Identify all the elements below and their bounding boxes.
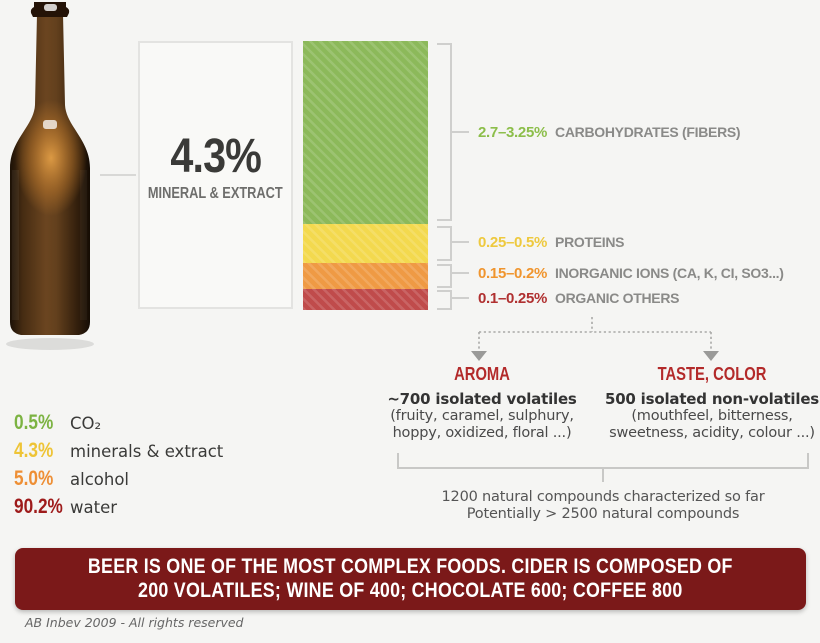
taste-examples-line2: sweetness, acidity, colour ...) xyxy=(609,425,815,441)
bar-label-inorganic-ions: 0.15–0.2% INORGANIC IONS (CA, K, CI, SO3.… xyxy=(478,264,784,282)
mineral-extract-label: MINERAL & EXTRACT xyxy=(148,185,283,202)
bracket-inorganic-ions xyxy=(437,264,469,288)
minerals-percentage: 4.3% xyxy=(14,439,54,462)
beer-bottle-image xyxy=(6,2,94,350)
dotted-flow-lines xyxy=(478,317,712,350)
bar-segment-inorganic-ions xyxy=(303,263,428,289)
bracket-proteins xyxy=(437,226,469,261)
mineral-extract-box: 4.3% MINERAL & EXTRACT xyxy=(138,41,293,309)
summary-brace xyxy=(397,453,809,482)
bar-segment-organic-others xyxy=(303,289,428,310)
legend-item-co2: 0.5% CO₂ xyxy=(14,409,223,437)
aroma-title: AROMA xyxy=(454,364,510,384)
bottle-shadow xyxy=(6,338,94,350)
co2-label: CO₂ xyxy=(70,413,102,433)
bar-segment-proteins xyxy=(303,224,428,263)
legend-item-alcohol: 5.0% alcohol xyxy=(14,465,223,493)
arrow-down-taste-icon xyxy=(703,351,719,361)
bracket-organic-others xyxy=(437,290,469,310)
carbohydrates-range: 2.7–3.25% xyxy=(478,124,548,141)
taste-color-headline: 500 isolated non-volatiles xyxy=(604,390,820,408)
compounds-summary: 1200 natural compounds characterized so … xyxy=(398,489,808,523)
inorganic-ions-name: INORGANIC IONS (CA, K, CI, SO3...) xyxy=(555,265,784,281)
legend-item-water: 90.2% water xyxy=(14,493,223,521)
co2-percentage: 0.5% xyxy=(14,411,54,434)
compounds-summary-line1: 1200 natural compounds characterized so … xyxy=(441,489,765,505)
water-label: water xyxy=(70,497,118,517)
carbohydrates-name: CARBOHYDRATES (FIBERS) xyxy=(555,124,741,140)
copyright-footer: AB Inbev 2009 - All rights reserved xyxy=(25,615,244,630)
inorganic-ions-range: 0.15–0.2% xyxy=(478,265,548,282)
aroma-headline: ~700 isolated volatiles xyxy=(387,390,577,408)
bar-label-proteins: 0.25–0.5% PROTEINS xyxy=(478,233,625,251)
organic-others-range: 0.1–0.25% xyxy=(478,290,548,307)
mineral-extract-percentage: 4.3% xyxy=(170,130,262,183)
alcohol-percentage: 5.0% xyxy=(14,467,54,490)
water-percentage: 90.2% xyxy=(14,495,63,518)
minerals-label: minerals & extract xyxy=(70,441,224,461)
bar-label-organic-others: 0.1–0.25% ORGANIC OTHERS xyxy=(478,289,679,307)
banner-line2: 200 VOLATILES; WINE OF 400; CHOCOLATE 60… xyxy=(138,579,683,602)
aroma-examples-line2: hoppy, oxidized, floral ...) xyxy=(392,425,572,441)
compounds-summary-line2: Potentially > 2500 natural compounds xyxy=(466,506,740,522)
taste-examples-line1: (mouthfeel, bitterness, xyxy=(631,408,793,424)
organic-others-name: ORGANIC OTHERS xyxy=(555,290,680,306)
aroma-column: AROMA ~700 isolated volatiles (fruity, c… xyxy=(382,364,582,442)
aroma-examples-line1: (fruity, caramel, sulphury, xyxy=(390,408,574,424)
taste-color-column: TASTE, COLOR 500 isolated non-volatiles … xyxy=(597,364,820,442)
complexity-banner: BEER IS ONE OF THE MOST COMPLEX FOODS. C… xyxy=(15,548,806,610)
taste-color-title: TASTE, COLOR xyxy=(657,364,767,384)
bar-segment-carbohydrates xyxy=(303,41,428,224)
proteins-range: 0.25–0.5% xyxy=(478,234,548,251)
legend-item-minerals: 4.3% minerals & extract xyxy=(14,437,223,465)
stacked-bar-chart xyxy=(303,41,428,310)
banner-line1: BEER IS ONE OF THE MOST COMPLEX FOODS. C… xyxy=(88,555,733,578)
bracket-carbohydrates xyxy=(437,43,469,221)
proteins-name: PROTEINS xyxy=(555,234,625,250)
beer-composition-legend: 0.5% CO₂ 4.3% minerals & extract 5.0% al… xyxy=(14,409,223,521)
alcohol-label: alcohol xyxy=(70,469,129,489)
arrow-down-aroma-icon xyxy=(471,351,487,361)
bar-label-carbohydrates: 2.7–3.25% CARBOHYDRATES (FIBERS) xyxy=(478,123,741,141)
